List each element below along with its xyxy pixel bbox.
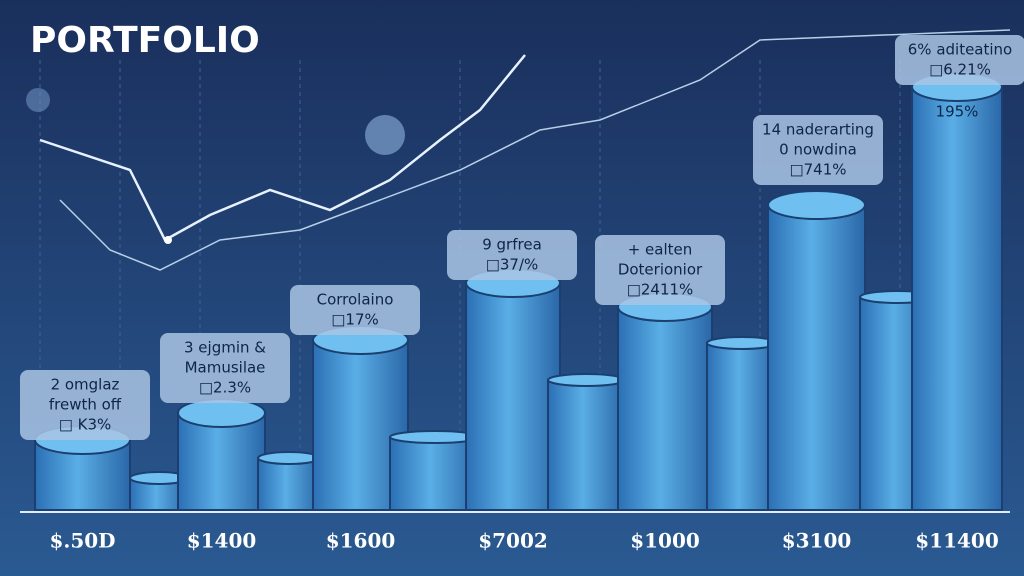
bar	[177, 412, 266, 511]
annotation-text: □ K3%	[59, 416, 112, 434]
x-tick-label: $1000	[630, 529, 700, 553]
trend-line-2	[59, 29, 1011, 271]
annotation-box	[160, 333, 290, 403]
sparkle	[365, 115, 405, 155]
annotation-text: Corrolaino	[317, 291, 394, 309]
annotation-text: + ealten	[628, 241, 693, 259]
annotation-text: 3 ejgmin &	[184, 339, 266, 357]
annotation-box	[20, 370, 150, 440]
annotation-box	[895, 35, 1024, 85]
annotation-box	[753, 115, 883, 185]
annotation-text: 14 naderarting	[762, 121, 874, 139]
bar	[465, 282, 561, 511]
annotation-text: □17%	[331, 311, 379, 329]
annotation-text: □37/%	[486, 256, 539, 274]
bar-label: 195%	[936, 103, 979, 121]
annotation-text: 6% aditeatino	[908, 41, 1012, 59]
annotation-box	[595, 235, 725, 305]
bar	[911, 86, 1003, 511]
x-tick-label: $3100	[782, 529, 852, 553]
x-tick-label: $.50D	[49, 529, 115, 553]
bar-top	[767, 190, 866, 220]
annotation-text: 9 grfrea	[482, 236, 542, 254]
x-tick-label: $1600	[326, 529, 396, 553]
annotation-box	[290, 285, 420, 335]
trend-line	[39, 54, 526, 242]
x-tick-label: $7002	[478, 529, 548, 553]
point	[164, 236, 172, 244]
bar	[706, 342, 778, 511]
annotation-text: □2.3%	[199, 379, 251, 397]
bar	[547, 379, 626, 511]
bar	[257, 457, 321, 511]
bar-top	[257, 451, 321, 465]
annotation-text: □2411%	[627, 281, 694, 299]
x-tick-label: $1400	[187, 529, 257, 553]
annotation-box	[447, 230, 577, 280]
bar-top	[547, 373, 626, 387]
bar	[767, 204, 866, 511]
annotation-text: frewth off	[49, 396, 122, 414]
x-tick-label: $11400	[915, 529, 999, 553]
annotation-text: □6.21%	[929, 61, 991, 79]
bar	[617, 306, 713, 511]
annotation-text: 0 nowdina	[779, 141, 857, 159]
sparkle	[26, 88, 50, 112]
annotation-text: Mamusilae	[185, 359, 266, 377]
bar-top	[706, 336, 778, 350]
chart-title: PORTFOLIO	[30, 20, 260, 61]
annotation-text: □741%	[789, 161, 846, 179]
annotation-text: Doterionior	[618, 261, 703, 279]
annotation-text: 2 omglaz	[51, 376, 120, 394]
bar-top	[177, 398, 266, 428]
